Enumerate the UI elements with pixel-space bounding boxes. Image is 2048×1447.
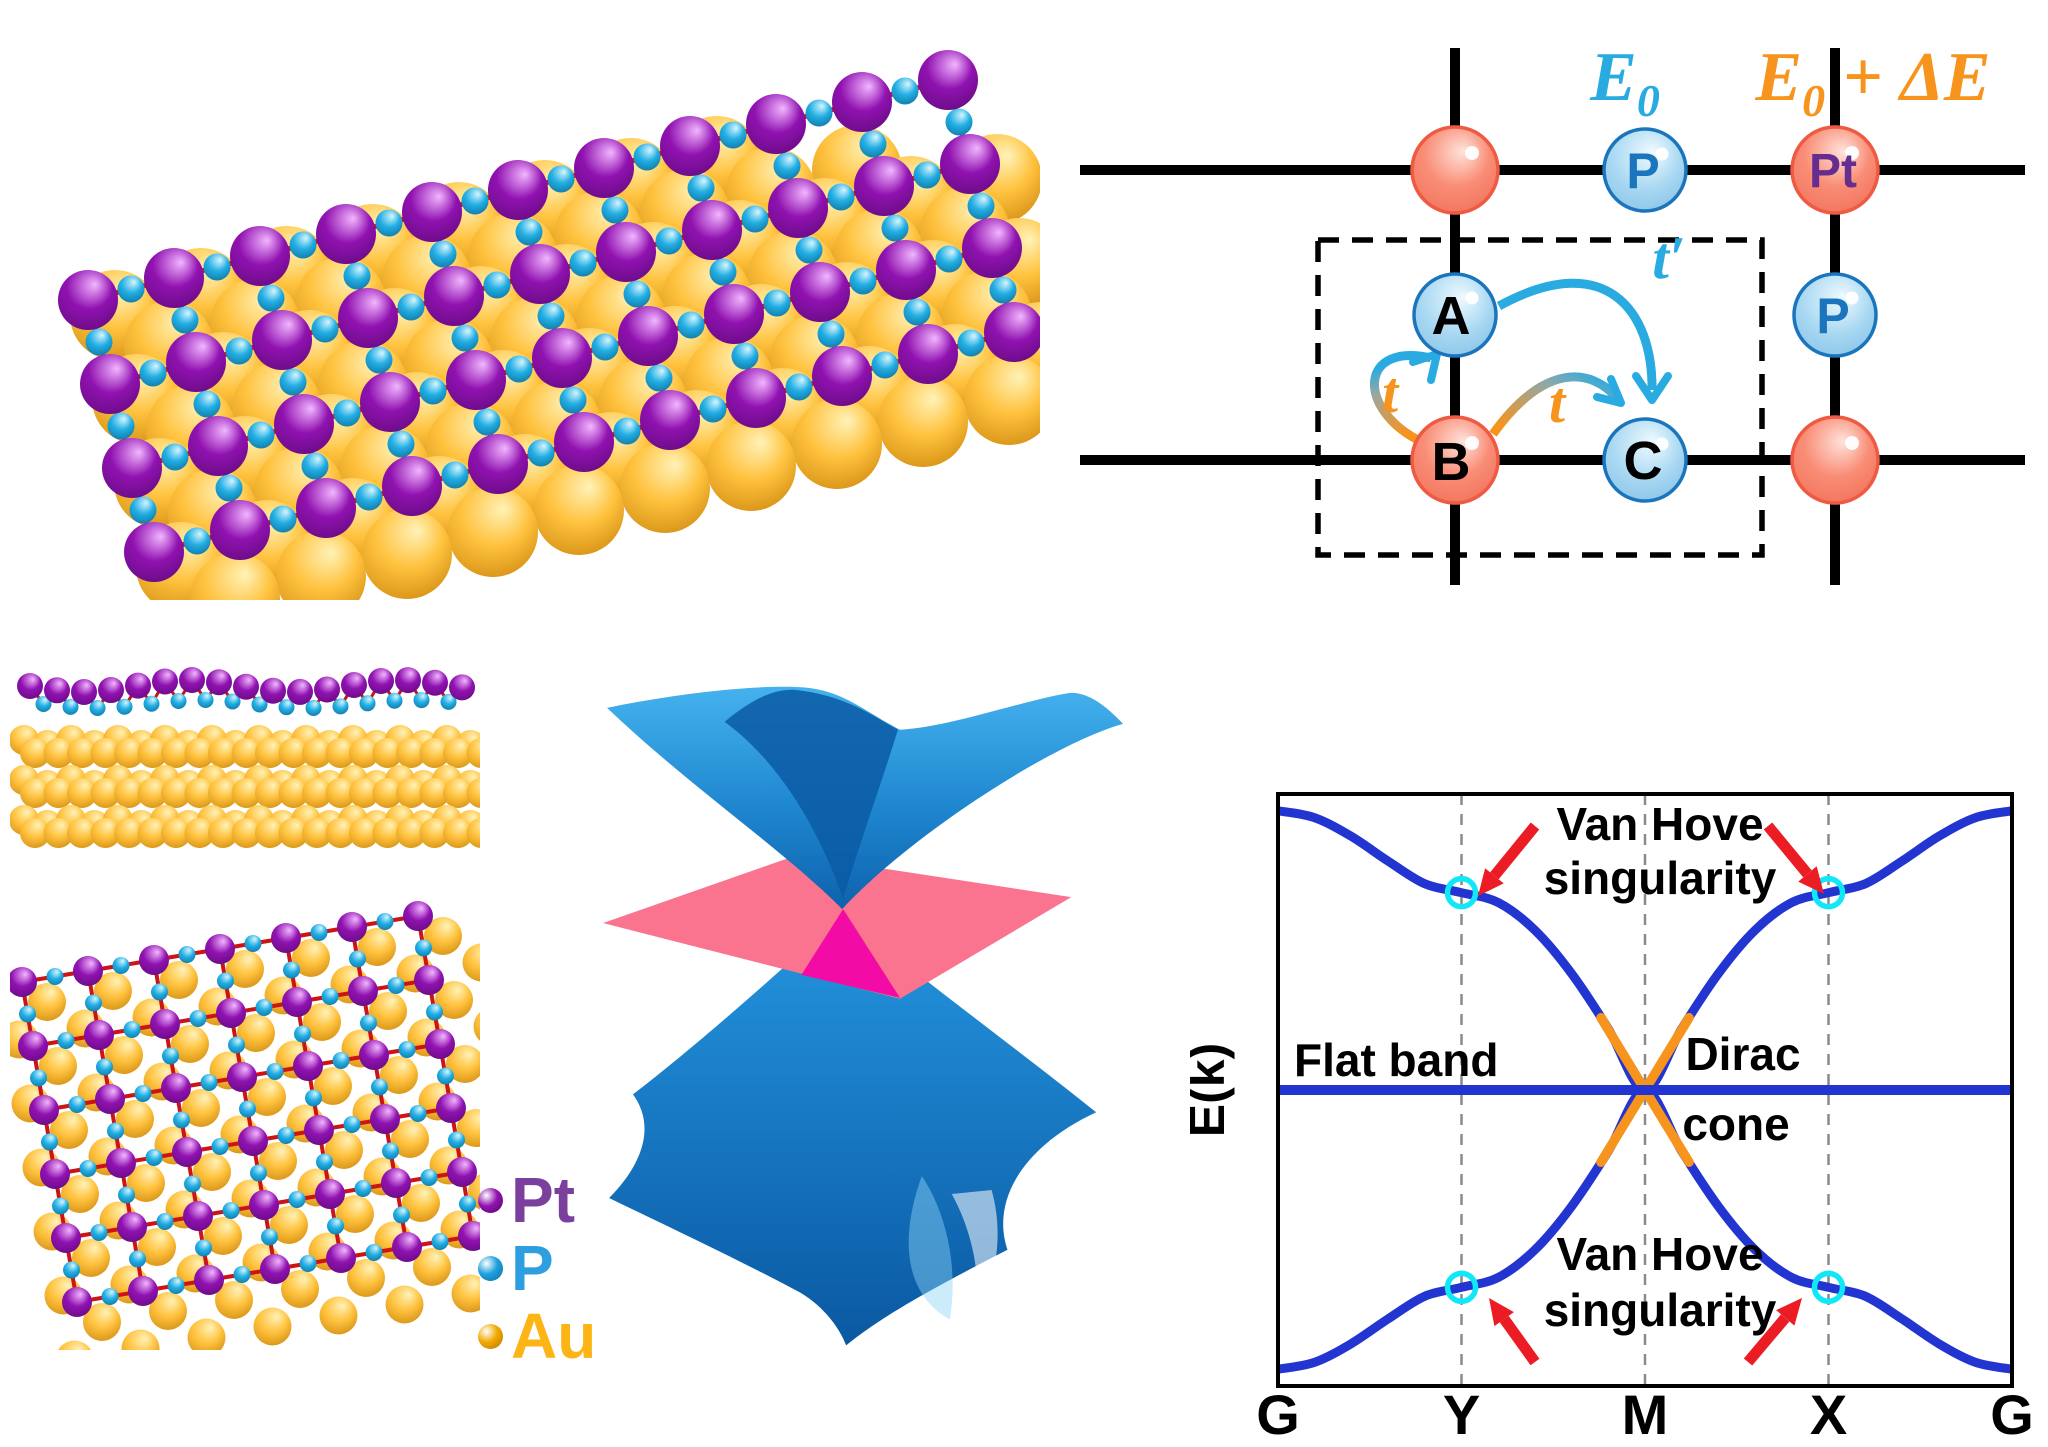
dirac-cone-through-plane <box>801 909 900 998</box>
legend-label: P <box>511 1232 554 1304</box>
legend-label: Pt <box>511 1164 575 1236</box>
pt-site-sphere <box>1790 415 1880 505</box>
legend-item-pt: Pt <box>478 1168 658 1232</box>
legend-sphere-icon <box>478 1187 503 1213</box>
site-label-b: B <box>1432 432 1471 492</box>
energy-base: E <box>1754 39 1802 116</box>
structure-side-top-views <box>10 667 480 1350</box>
red-arrow-head <box>1489 1298 1514 1327</box>
side-view-gold-layers <box>10 725 480 848</box>
hopping-label-t-vertical: t <box>1382 360 1400 425</box>
annotation-van-hove-bottom-2: singularity <box>1544 1284 1777 1336</box>
energy-subscript: 0 <box>1637 75 1660 126</box>
chart-annotations: Van Hove singularity Flat band Dirac con… <box>1294 798 1801 1336</box>
hopping-arrows <box>1369 278 1672 444</box>
xtick-g-right: G <box>1990 1383 2034 1446</box>
panel-structure-3d-perspective <box>30 0 1040 600</box>
panel-structure-views <box>10 590 480 1350</box>
site-label-a: A <box>1432 286 1471 346</box>
panel-band-structure: Van Hove singularity Flat band Dirac con… <box>1190 770 2048 1447</box>
unit-cell-dashed-box <box>1315 237 1765 558</box>
annotation-dirac-1: Dirac <box>1685 1028 1800 1080</box>
vhs-marker-circle <box>1811 1270 1846 1305</box>
xtick-y: Y <box>1443 1383 1480 1446</box>
dirac-cone-3d-image <box>603 686 1124 1346</box>
red-arrow <box>1499 1315 1540 1366</box>
hopping-arrow-t-vertical <box>1369 351 1432 444</box>
lattice-grid-lines <box>1080 48 2025 585</box>
annotation-van-hove-bottom-1: Van Hove <box>1556 1228 1763 1280</box>
legend-label: Au <box>511 1300 597 1372</box>
hopping-arrow-t-prime <box>1496 278 1657 391</box>
surface-gloss-highlight <box>951 1190 998 1314</box>
y-axis-label: E(k) <box>1190 1043 1235 1137</box>
annotation-dirac-2: cone <box>1682 1098 1789 1150</box>
hopping-label-t-horizontal: t <box>1549 370 1567 435</box>
band-curves <box>1277 794 2013 1386</box>
arrowhead <box>1409 350 1441 384</box>
xtick-m: M <box>1622 1383 1669 1446</box>
site-label-p-right: P <box>1816 288 1849 344</box>
red-arrow-head <box>1776 1298 1802 1326</box>
axis-tick-labels: G Y M X G <box>1256 1383 2034 1446</box>
platinum-atoms <box>58 50 1040 582</box>
annotation-van-hove-top-1: Van Hove <box>1556 798 1763 850</box>
energy-subscript: 0 <box>1802 75 1825 126</box>
band-structure-plot: Van Hove singularity Flat band Dirac con… <box>1190 792 2034 1446</box>
structure-3d-image <box>58 50 1040 600</box>
red-arrow <box>1490 822 1540 880</box>
energy-shift: + ΔE <box>1825 39 1990 116</box>
arrowhead <box>1593 375 1625 407</box>
lattice-model-diagram: P Pt A P B C E0 E0 + ΔE t t t′ <box>1080 39 2025 585</box>
panel-lattice-model: P Pt A P B C E0 E0 + ΔE t t t′ <box>985 10 2048 585</box>
site-label-pt: Pt <box>1809 145 1857 198</box>
hopping-label-t-prime: t′ <box>1652 225 1686 291</box>
top-view-platinum-atoms <box>10 901 480 1317</box>
red-arrow-head <box>1478 868 1504 896</box>
legend-item-au: Au <box>478 1304 658 1368</box>
legend-sphere-icon <box>478 1255 503 1281</box>
red-arrow <box>1763 822 1812 878</box>
vhs-marker-circle <box>1444 1270 1479 1305</box>
surface-light-streak <box>908 1176 953 1320</box>
arrowhead <box>1632 372 1672 404</box>
upper-surface-inner-shading <box>724 689 898 900</box>
pt-site-sphere <box>1410 125 1500 215</box>
panel-dirac-cone-3d <box>600 680 1160 1447</box>
vhs-marker-circle <box>1811 875 1846 910</box>
annotation-van-hove-top-2: singularity <box>1544 852 1777 904</box>
red-arrow-head <box>1798 866 1824 894</box>
energy-base: E <box>1589 39 1637 116</box>
phosphorus-atoms <box>85 77 1017 555</box>
vhs-marker-circle <box>1444 875 1479 910</box>
onsite-energy-label-p: E0 <box>1589 39 1660 126</box>
annotation-flat-band: Flat band <box>1294 1034 1498 1086</box>
sphere-highlights <box>1465 146 1859 451</box>
xtick-g-left: G <box>1256 1383 1300 1446</box>
xtick-x: X <box>1810 1383 1847 1446</box>
top-view-phosphorus-atoms <box>19 913 476 1305</box>
onsite-energy-label-pt: E0 + ΔE <box>1754 39 1990 126</box>
legend-sphere-icon <box>478 1323 503 1349</box>
site-label-p-top: P <box>1626 143 1659 199</box>
element-legend: Pt P Au <box>478 1168 658 1368</box>
side-view-monolayer <box>17 667 475 716</box>
plot-frame <box>1276 792 2014 1388</box>
legend-item-p: P <box>478 1236 658 1300</box>
site-label-c: C <box>1624 431 1663 491</box>
red-arrow <box>1743 1314 1790 1366</box>
site-labels: P Pt A P B C <box>1432 143 1858 492</box>
hopping-arrow-t-horizontal <box>1489 372 1621 437</box>
